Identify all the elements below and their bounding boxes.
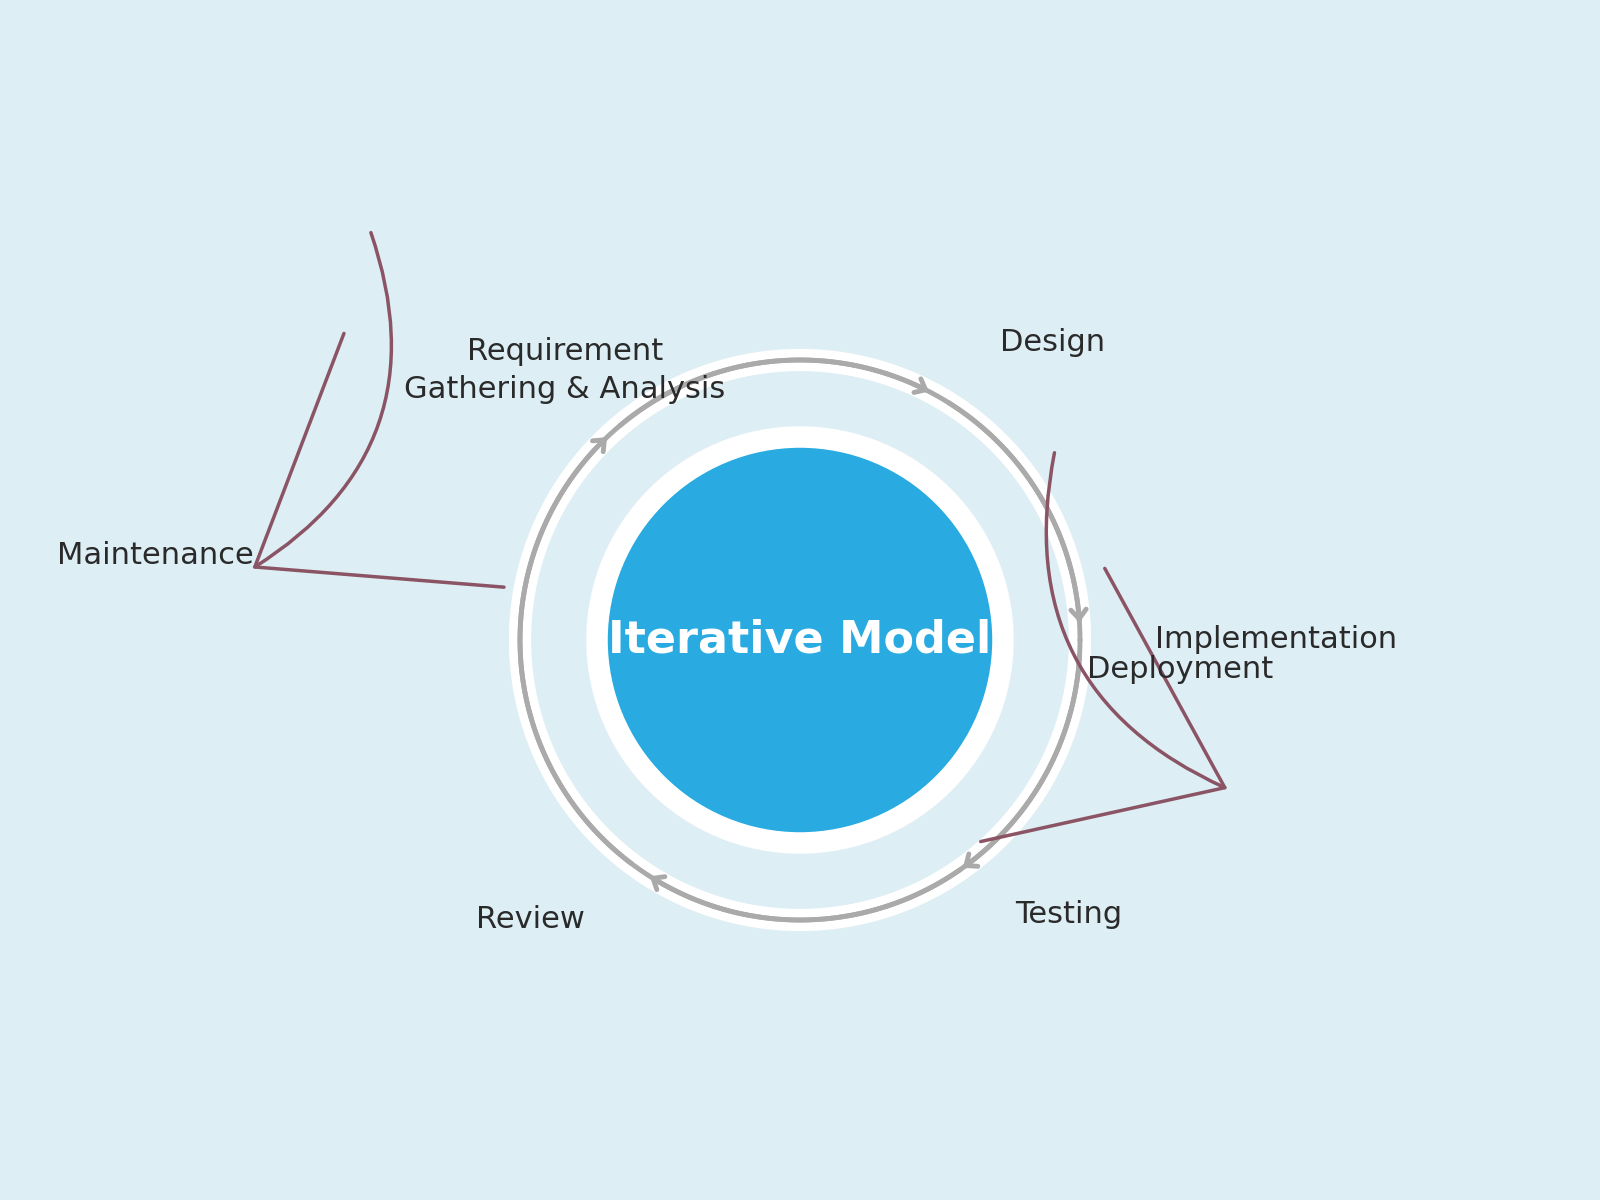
Circle shape — [605, 445, 995, 835]
FancyArrowPatch shape — [981, 452, 1226, 841]
Text: Design: Design — [1000, 328, 1106, 358]
Text: Implementation: Implementation — [1155, 625, 1397, 654]
Text: Requirement
Gathering & Analysis: Requirement Gathering & Analysis — [405, 337, 726, 404]
Text: Review: Review — [475, 905, 584, 934]
Text: Deployment: Deployment — [1086, 655, 1274, 684]
FancyArrowPatch shape — [254, 233, 504, 587]
Text: Iterative Model: Iterative Model — [608, 618, 992, 661]
Circle shape — [587, 427, 1013, 853]
Text: Testing: Testing — [1016, 900, 1123, 929]
Text: Maintenance: Maintenance — [56, 540, 253, 570]
